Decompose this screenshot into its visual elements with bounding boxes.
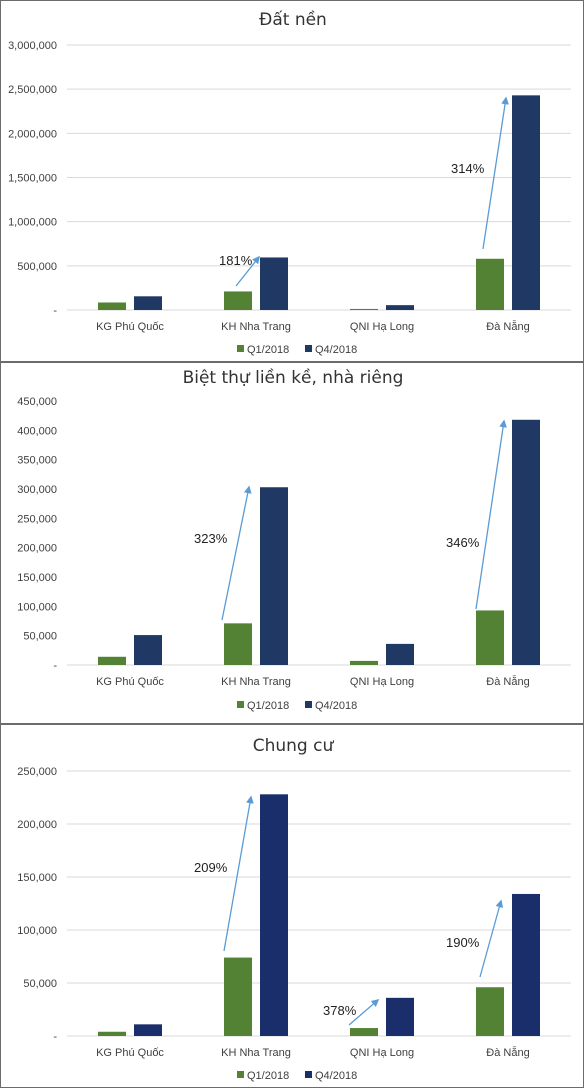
legend-swatch	[237, 1071, 244, 1078]
y-tick-label: 2,500,000	[8, 84, 57, 96]
bar-q4-2018-da-nang	[512, 419, 540, 665]
growth-label: 190%	[446, 935, 480, 950]
growth-arrow	[348, 998, 380, 1026]
x-tick-label: KH Nha Trang	[221, 321, 291, 333]
legend-label: Q4/2018	[315, 700, 357, 712]
y-tick-label: 500,000	[17, 261, 57, 273]
growth-arrow	[235, 255, 260, 287]
x-tick-label: KG Phú Quốc	[96, 321, 164, 333]
chart-title: Chung cư	[253, 736, 335, 756]
legend-swatch	[305, 701, 312, 708]
chart-title: Biệt thự liền kề, nhà riêng	[183, 367, 404, 388]
y-tick-label: 100,000	[17, 601, 57, 613]
legend-label: Q1/2018	[247, 700, 289, 712]
chart-title: Đất nền	[259, 9, 327, 30]
bar-q4-2018-kg-phu-quoc	[134, 296, 162, 310]
bar-q4-2018-kh-nha-trang	[260, 794, 288, 1036]
x-tick-label: KH Nha Trang	[221, 1047, 291, 1059]
bar-q1-2018-da-nang	[476, 610, 504, 665]
bar-q1-2018-da-nang	[476, 258, 504, 310]
growth-label: 323%	[194, 531, 228, 546]
y-tick-label: 1,500,000	[8, 173, 57, 185]
chart-svg: Biệt thự liền kề, nhà riêng - 50,000 100,00…	[17, 367, 571, 712]
y-tick-label: -	[53, 1031, 57, 1043]
growth-label: 378%	[323, 1003, 357, 1018]
y-tick-label: 250,000	[17, 766, 57, 778]
x-tick-label: QNI Hạ Long	[350, 676, 414, 688]
y-tick-label: 350,000	[17, 455, 57, 467]
chart-panel-biet-thu: Biệt thự liền kề, nhà riêng - 50,000 100,00…	[0, 362, 584, 724]
bar-q4-2018-qni-ha-long	[386, 305, 414, 310]
chart-panel-dat-nen: Đất nền - 500,000 1,000,000 1,500,000 2,000,0…	[0, 0, 584, 362]
legend-label: Q1/2018	[247, 1070, 289, 1082]
bar-q1-2018-kh-nha-trang	[224, 623, 252, 665]
bar-q1-2018-kh-nha-trang	[224, 957, 252, 1036]
y-tick-label: 300,000	[17, 484, 57, 496]
bar-q4-2018-kh-nha-trang	[260, 487, 288, 665]
chart-svg: Đất nền - 500,000 1,000,000 1,500,000 2,000,0…	[8, 9, 571, 356]
y-tick-label: 150,000	[17, 572, 57, 584]
y-tick-label: 400,000	[17, 425, 57, 437]
growth-label: 314%	[451, 161, 485, 176]
growth-arrow	[221, 485, 252, 621]
legend-label: Q4/2018	[315, 1070, 357, 1082]
bar-q4-2018-kg-phu-quoc	[134, 1024, 162, 1036]
growth-arrow	[482, 96, 509, 250]
bar-q1-2018-kh-nha-trang	[224, 291, 252, 310]
x-tick-label: KH Nha Trang	[221, 676, 291, 688]
growth-arrow	[475, 419, 507, 610]
y-tick-label: 50,000	[23, 978, 57, 990]
chart-svg: Chung cư - 50,000 100,000 150,000 200,000 250,…	[17, 736, 571, 1082]
y-tick-label: 50,000	[23, 631, 57, 643]
growth-arrow	[223, 795, 254, 952]
bar-q4-2018-da-nang	[512, 893, 540, 1036]
bar-q1-2018-kg-phu-quoc	[98, 302, 126, 310]
bar-q4-2018-qni-ha-long	[386, 643, 414, 665]
bar-q4-2018-kh-nha-trang	[260, 257, 288, 310]
bar-q1-2018-kg-phu-quoc	[98, 1031, 126, 1036]
bar-q1-2018-kg-phu-quoc	[98, 656, 126, 665]
x-tick-label: Đà Nẵng	[486, 675, 529, 688]
y-tick-label: -	[53, 660, 57, 672]
x-tick-label: KG Phú Quốc	[96, 1047, 164, 1059]
x-tick-label: Đà Nẵng	[486, 1046, 529, 1059]
bar-q4-2018-da-nang	[512, 95, 540, 310]
y-tick-label: 3,000,000	[8, 40, 57, 52]
growth-label: 346%	[446, 535, 480, 550]
x-tick-label: KG Phú Quốc	[96, 676, 164, 688]
bar-q1-2018-qni-ha-long	[350, 308, 378, 310]
x-tick-label: QNI Hạ Long	[350, 1047, 414, 1059]
legend-label: Q1/2018	[247, 344, 289, 356]
chart-panel-chung-cu: Chung cư - 50,000 100,000 150,000 200,000 250,…	[0, 724, 584, 1088]
y-tick-label: 150,000	[17, 872, 57, 884]
growth-arrow	[479, 899, 504, 978]
legend-swatch	[237, 701, 244, 708]
legend-swatch	[237, 345, 244, 352]
y-tick-label: 200,000	[17, 819, 57, 831]
bar-q1-2018-qni-ha-long	[350, 1028, 378, 1036]
y-tick-label: 250,000	[17, 513, 57, 525]
y-tick-label: 100,000	[17, 925, 57, 937]
growth-label: 209%	[194, 860, 228, 875]
y-tick-label: 450,000	[17, 396, 57, 408]
y-tick-label: -	[53, 305, 57, 317]
bar-q4-2018-kg-phu-quoc	[134, 635, 162, 665]
x-tick-label: Đà Nẵng	[486, 320, 529, 333]
y-tick-label: 200,000	[17, 543, 57, 555]
legend-swatch	[305, 1071, 312, 1078]
bar-q1-2018-qni-ha-long	[350, 660, 378, 665]
bar-q4-2018-qni-ha-long	[386, 997, 414, 1036]
bar-q1-2018-da-nang	[476, 987, 504, 1036]
growth-label: 181%	[219, 253, 253, 268]
y-tick-label: 2,000,000	[8, 128, 57, 140]
x-tick-label: QNI Hạ Long	[350, 321, 414, 333]
legend-label: Q4/2018	[315, 344, 357, 356]
y-tick-label: 1,000,000	[8, 217, 57, 229]
legend-swatch	[305, 345, 312, 352]
